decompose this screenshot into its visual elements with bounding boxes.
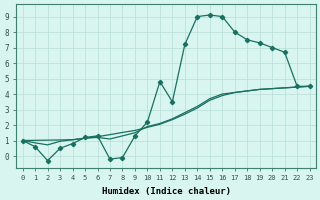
X-axis label: Humidex (Indice chaleur): Humidex (Indice chaleur) — [102, 187, 231, 196]
